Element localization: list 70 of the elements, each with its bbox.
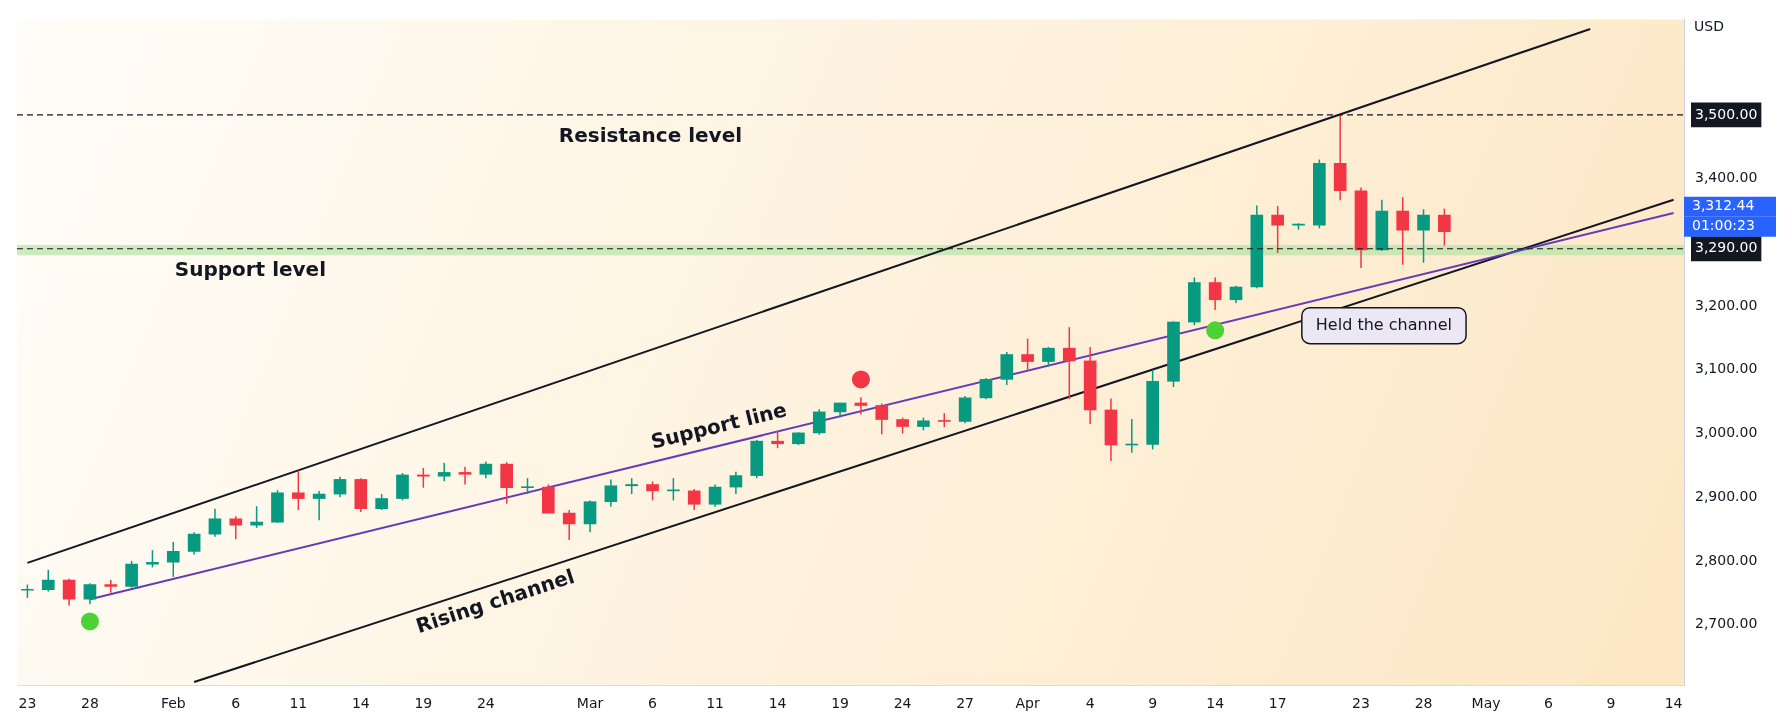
x-tick-label: 4 — [1085, 695, 1095, 712]
candlestick — [250, 505, 263, 529]
candlestick — [1062, 326, 1076, 400]
ref-line-label: Resistance level — [558, 123, 743, 148]
point — [1206, 321, 1225, 340]
candlestick — [458, 465, 472, 486]
y-tick-label: 3,400.00 — [1695, 169, 1758, 186]
candlestick — [104, 579, 118, 594]
candlestick — [1271, 205, 1284, 254]
candlestick — [166, 541, 180, 578]
x-tick-label: 17 — [1268, 695, 1287, 712]
y-tick-label: 3,100.00 — [1695, 360, 1758, 377]
y-tick-label: 3,290.00 — [1695, 239, 1758, 256]
x-tick-label: 28 — [81, 695, 99, 712]
candlestick — [1167, 320, 1180, 388]
x-tick-label: 19 — [831, 695, 849, 712]
x-tick-label: May — [1471, 695, 1501, 712]
candlestick — [1313, 158, 1326, 230]
y-tick-label: 3,200.00 — [1695, 296, 1758, 313]
x-tick-label: 23 — [1352, 695, 1370, 712]
candlestick — [1187, 276, 1201, 326]
x-tick-label: 27 — [956, 695, 975, 712]
annotation: Held the channel — [1315, 314, 1453, 334]
x-tick-label: 14 — [768, 695, 787, 712]
x-tick-label: 11 — [706, 695, 724, 712]
y-tick-label: 2,800.00 — [1695, 551, 1758, 568]
candlestick — [41, 569, 55, 593]
x-tick-label: 11 — [289, 695, 308, 712]
x-tick-label: 14 — [1664, 695, 1683, 712]
candlestick — [1042, 346, 1055, 368]
text: 01:00:23 — [1692, 217, 1755, 234]
candlestick — [1438, 207, 1451, 247]
candlestick — [396, 472, 409, 502]
x-tick-label: 24 — [476, 695, 495, 712]
text: Support line — [648, 397, 789, 454]
candlestick — [125, 560, 138, 589]
x-tick-label: 28 — [1414, 695, 1433, 712]
candlestick — [542, 483, 555, 514]
candlestick — [1146, 369, 1159, 451]
candlestick — [646, 480, 659, 502]
x-tick-label: 9 — [1606, 695, 1616, 712]
x-tick-label: 19 — [414, 695, 433, 712]
text: 3,312.44 — [1692, 197, 1755, 214]
ref-line-label: Support level — [174, 256, 327, 281]
y-tick-label: 3,500.00 — [1695, 105, 1758, 122]
candlestick — [500, 461, 514, 505]
y-tick-label: 3,000.00 — [1695, 424, 1758, 441]
x-tick-label: 6 — [648, 695, 658, 712]
x-tick-label: Feb — [160, 695, 186, 712]
x-tick-label: 6 — [231, 695, 241, 712]
x-tick-label: 24 — [893, 695, 912, 712]
y-tick-label: 2,700.00 — [1695, 615, 1758, 632]
candlestick — [417, 467, 430, 489]
y-axis-title: USD — [1694, 17, 1724, 34]
x-tick-label: 9 — [1148, 695, 1158, 712]
x-tick-label: 14 — [1206, 695, 1225, 712]
point — [851, 370, 870, 389]
y-tick-label: 2,900.00 — [1695, 487, 1758, 504]
x-tick-label: 23 — [18, 695, 37, 712]
candlestick — [750, 439, 764, 479]
x-tick-label: 14 — [351, 695, 370, 712]
candlestick — [1021, 337, 1034, 371]
candlestick — [1396, 196, 1410, 266]
candlestick — [1417, 208, 1430, 264]
x-tick-label: Apr — [1015, 695, 1040, 712]
candlestick — [291, 469, 305, 511]
point — [80, 612, 99, 631]
x-tick-label: Mar — [576, 695, 604, 712]
x-tick-label: 6 — [1544, 695, 1554, 712]
candlestick — [271, 489, 284, 524]
